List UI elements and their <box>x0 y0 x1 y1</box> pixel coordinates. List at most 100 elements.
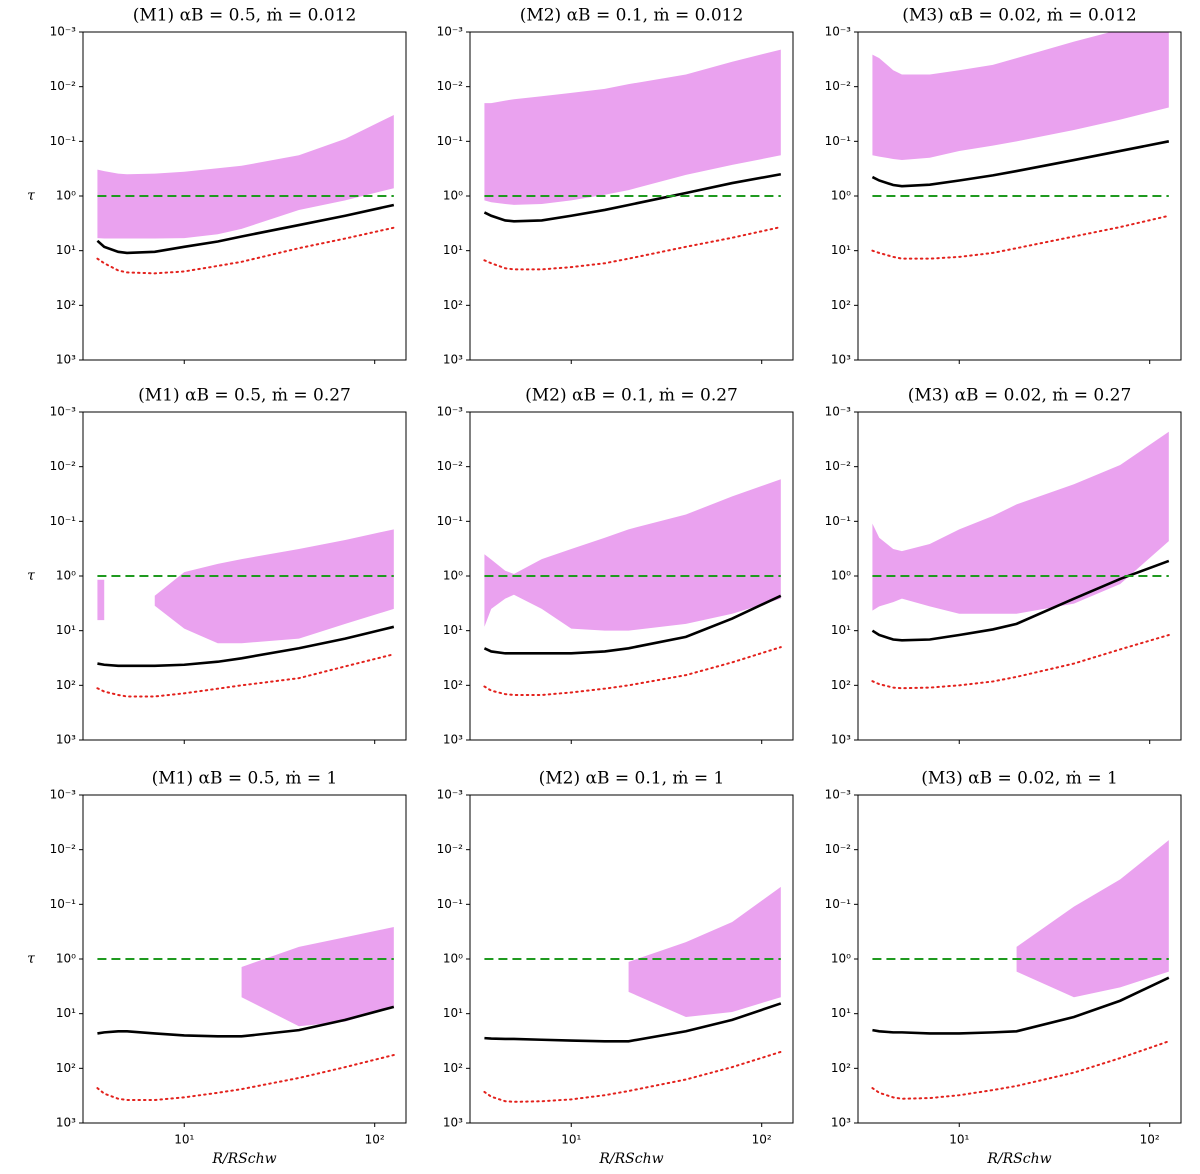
plot-area <box>483 886 782 1103</box>
y-tick-label: 10⁻³ <box>50 25 77 39</box>
panel-title: (M2) αB = 0.1, ṁ = 1 <box>539 769 725 789</box>
y-tick-label: 10³ <box>831 733 851 747</box>
y-tick-label: 10⁻² <box>825 842 852 856</box>
panel-title: (M3) αB = 0.02, ṁ = 0.27 <box>908 386 1132 406</box>
band <box>484 49 781 205</box>
panel: 10⁻³ 10⁻² 10⁻¹ 10⁰ 10¹ 10² 10³ (M2) αB = 0.1, ṁ… <box>437 6 794 367</box>
y-tick-label: 10⁰ <box>831 952 851 966</box>
y-tick-label: 10⁻³ <box>825 25 852 39</box>
y-tick-label: 10⁻³ <box>825 405 852 419</box>
y-tick-label: 10¹ <box>56 243 76 257</box>
y-tick-label: 10² <box>56 1061 76 1075</box>
y-tick-label: 10⁻¹ <box>825 134 852 148</box>
series-line <box>483 646 782 696</box>
x-tick-label: 10¹ <box>174 1133 194 1147</box>
plot-area <box>483 49 782 271</box>
y-tick-label: 10⁰ <box>443 189 463 203</box>
series-line <box>96 203 395 255</box>
y-tick-label: 10⁻¹ <box>437 514 464 528</box>
y-tick-label: 10⁻¹ <box>437 134 464 148</box>
y-tick-label: 10¹ <box>56 1006 76 1020</box>
y-tick-label: 10³ <box>56 353 76 367</box>
y-tick-label: 10⁻² <box>437 842 464 856</box>
y-tick-label: 10² <box>443 1061 463 1075</box>
panel: 10⁻³ 10⁻² 10⁻¹ 10⁰ 10¹ 10² 10³ (M3) αB = 0.02, … <box>825 386 1182 747</box>
y-tick-label: 10⁰ <box>443 569 463 583</box>
y-tick-label: 10² <box>56 298 76 312</box>
y-tick-label: 10⁰ <box>831 189 851 203</box>
y-tick-label: 10⁻³ <box>437 405 464 419</box>
panel: 10⁻³ 10⁻² 10⁻¹ 10⁰ 10¹ 10² 10³ (M1) αB = 0.5, ṁ… <box>27 6 407 367</box>
panel: 10⁻³ 10⁻² 10⁻¹ 10⁰ 10¹ 10² 10³ (M1) αB = 0.5, ṁ… <box>27 386 407 747</box>
series-line <box>96 1053 395 1102</box>
y-tick-label: 10⁻² <box>50 842 77 856</box>
band <box>97 579 105 621</box>
y-tick-label: 10⁻¹ <box>50 514 77 528</box>
series-line <box>872 976 1170 1035</box>
series-line <box>96 653 395 698</box>
y-tick-label: 10⁻² <box>825 459 852 473</box>
y-tick-label: 10² <box>443 298 463 312</box>
y-tick-label: 10³ <box>443 733 463 747</box>
x-tick-label: 10¹ <box>561 1133 581 1147</box>
panel-title: (M1) αB = 0.5, ṁ = 0.012 <box>133 6 357 26</box>
y-tick-label: 10⁰ <box>56 952 76 966</box>
x-tick-label: 10² <box>1140 1133 1160 1147</box>
series-line <box>483 594 782 655</box>
panel-title: (M2) αB = 0.1, ṁ = 0.012 <box>520 6 744 26</box>
y-tick-label: 10⁰ <box>56 569 76 583</box>
band <box>872 32 1169 161</box>
y-axis-label: τ <box>27 951 35 967</box>
y-tick-label: 10² <box>831 678 851 692</box>
series-line <box>97 1005 395 1038</box>
band <box>241 927 394 1027</box>
y-tick-label: 10⁻³ <box>50 405 77 419</box>
band <box>484 479 781 631</box>
band <box>628 886 781 1017</box>
y-axis-label: τ <box>27 568 35 584</box>
y-tick-label: 10⁻¹ <box>825 514 852 528</box>
y-tick-label: 10² <box>831 298 851 312</box>
x-tick-label: 10² <box>752 1133 772 1147</box>
series-line <box>483 226 782 271</box>
y-tick-label: 10⁻² <box>437 459 464 473</box>
y-tick-label: 10⁰ <box>443 952 463 966</box>
panel: 10⁻³ 10⁻² 10⁻¹ 10⁰ 10¹ 10² 10³ (M3) αB = 0.02, … <box>825 6 1182 367</box>
panel: 10⁻³ 10⁻² 10⁻¹ 10⁰ 10¹ 10² 10³ 10¹ 10² (M1) αB = … <box>27 769 407 1167</box>
plot-area <box>871 431 1170 690</box>
y-tick-label: 10⁻¹ <box>50 897 77 911</box>
plot-area <box>96 927 395 1102</box>
panel-title: (M2) αB = 0.1, ṁ = 0.27 <box>525 386 738 406</box>
series-line <box>871 633 1170 690</box>
plot-area <box>871 840 1170 1100</box>
band <box>97 115 394 239</box>
y-tick-label: 10² <box>831 1061 851 1075</box>
panel-title: (M3) αB = 0.02, ṁ = 1 <box>921 769 1118 789</box>
series-line <box>871 214 1170 260</box>
x-tick-label: 10² <box>365 1133 385 1147</box>
y-tick-label: 10⁰ <box>831 569 851 583</box>
y-tick-label: 10⁻¹ <box>825 897 852 911</box>
series-line <box>483 1050 782 1103</box>
series-line <box>96 226 395 275</box>
y-tick-label: 10³ <box>831 353 851 367</box>
y-tick-label: 10³ <box>56 1116 76 1130</box>
series-line <box>871 1040 1170 1100</box>
plot-area <box>871 32 1170 260</box>
band <box>1016 840 1169 998</box>
x-axis-label: R/RSchw <box>211 1151 276 1167</box>
y-tick-label: 10³ <box>443 1116 463 1130</box>
y-tick-label: 10⁻³ <box>437 25 464 39</box>
y-tick-label: 10¹ <box>831 243 851 257</box>
panel-title: (M1) αB = 0.5, ṁ = 1 <box>152 769 338 789</box>
y-tick-label: 10¹ <box>443 623 463 637</box>
y-tick-label: 10⁻³ <box>825 788 852 802</box>
panel: 10⁻³ 10⁻² 10⁻¹ 10⁰ 10¹ 10² 10³ (M2) αB = 0.1, ṁ… <box>437 386 794 747</box>
panel-title: (M1) αB = 0.5, ṁ = 0.27 <box>138 386 351 406</box>
y-tick-label: 10² <box>443 678 463 692</box>
series-line <box>871 140 1170 188</box>
y-tick-label: 10¹ <box>443 243 463 257</box>
series-line <box>483 172 782 223</box>
y-tick-label: 10² <box>56 678 76 692</box>
